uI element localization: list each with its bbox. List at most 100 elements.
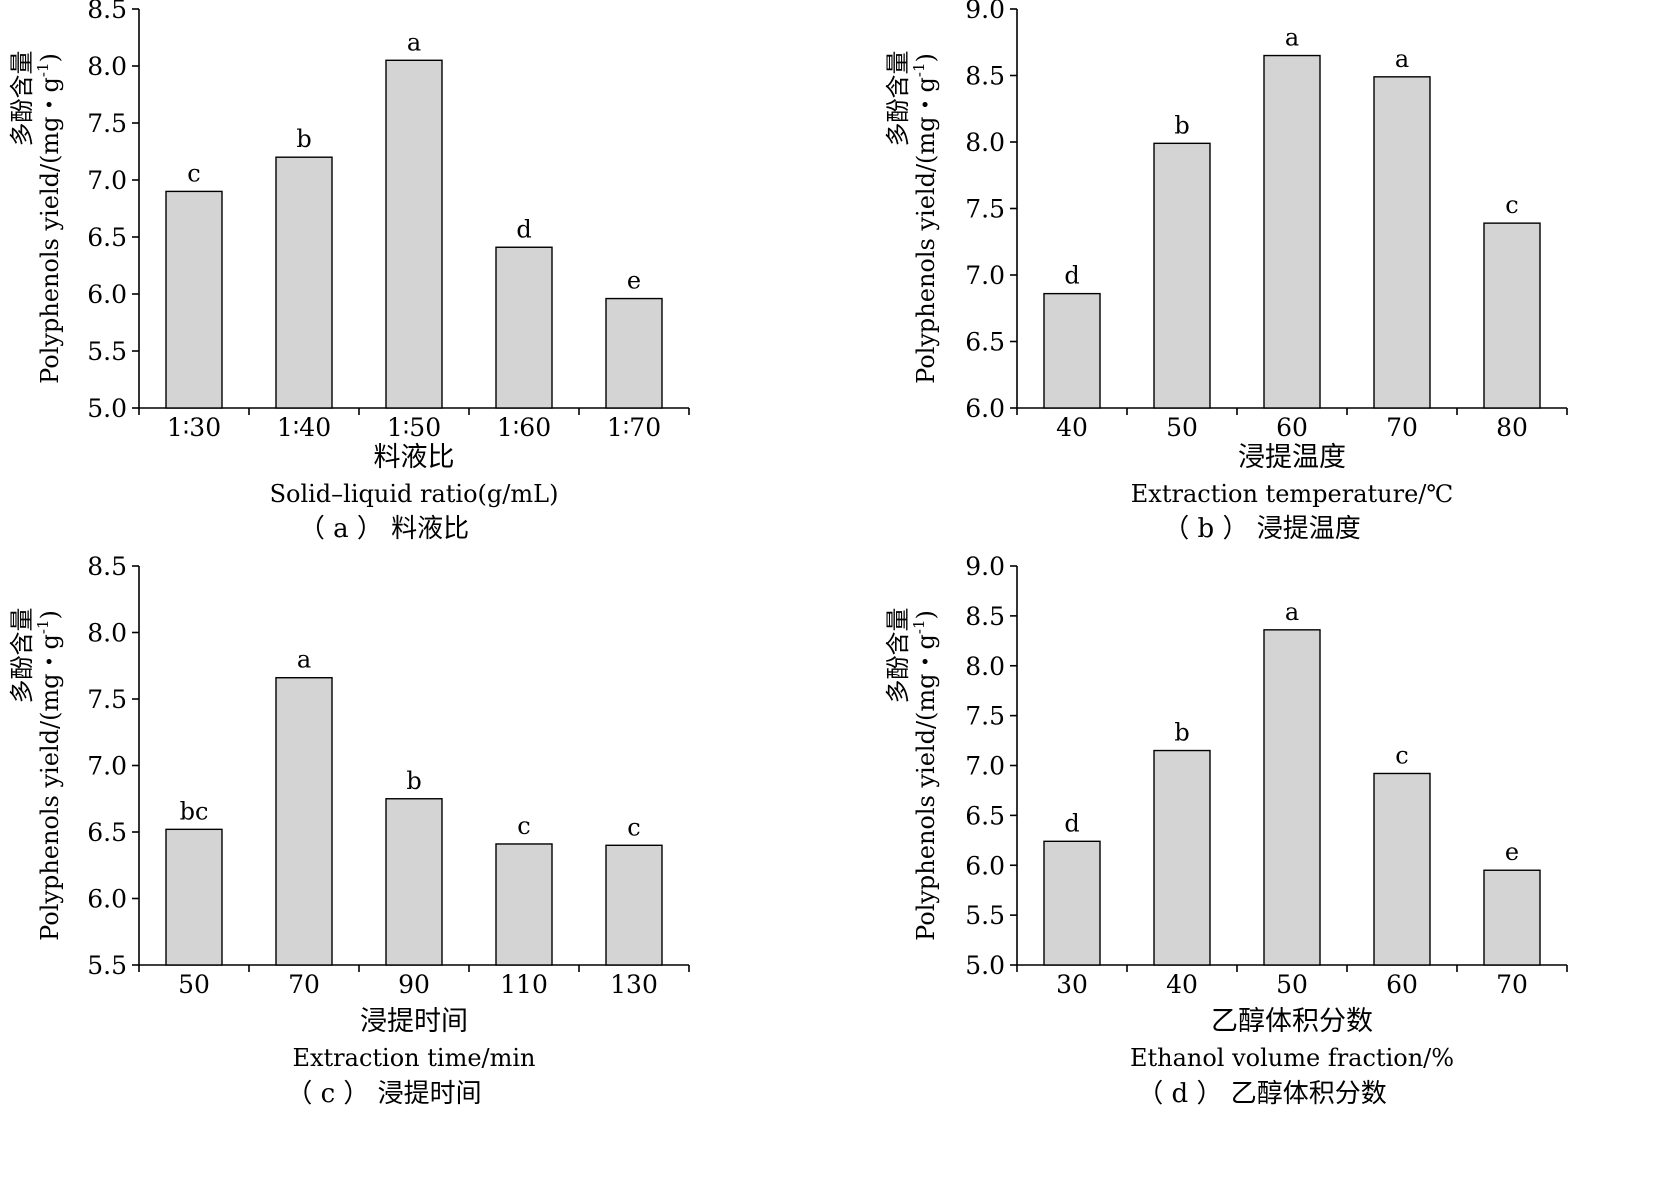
y-tick-label: 5.5 bbox=[965, 901, 1005, 930]
panel-caption: （ c ） 浸提时间 bbox=[286, 1079, 481, 1109]
chart-panel-b: 6.0 6.5 7.0 7.5 8.0 8.5 9.0 d 40 b 50 a 60 a 70 c 80 多酚含量… bbox=[884, 0, 1568, 544]
chart-panel-a: 5.0 5.5 6.0 6.5 7.0 7.5 8.0 8.5 c 1∶30 b 1∶40 a 1∶50 d… bbox=[8, 0, 690, 544]
x-category-label: 110 bbox=[500, 970, 548, 999]
y-tick-label: 7.5 bbox=[965, 702, 1005, 731]
y-axis-label-en-sup: -1 bbox=[34, 62, 52, 77]
bar-70 bbox=[275, 677, 333, 966]
y-tick-label: 7.0 bbox=[87, 166, 127, 195]
y-tick-label: 5.5 bbox=[87, 337, 127, 366]
bar-60 bbox=[1373, 772, 1431, 966]
y-axis-label-en-close: ) bbox=[912, 610, 940, 619]
y-axis-label-cn: 多酚含量 bbox=[8, 608, 36, 704]
bar-40 bbox=[1043, 292, 1101, 409]
y-axis-label-en: Polyphenols yield/(mg・g-1) bbox=[910, 610, 940, 941]
y-tick-label: 6.0 bbox=[87, 885, 127, 914]
y-tick-label: 8.5 bbox=[965, 602, 1005, 631]
y-axis-label-cn: 多酚含量 bbox=[8, 51, 36, 147]
y-tick-label: 7.0 bbox=[965, 752, 1005, 781]
x-category-label: 1∶70 bbox=[607, 413, 661, 442]
significance-label: b bbox=[406, 767, 421, 795]
bar-50 bbox=[1263, 629, 1321, 966]
x-category-label: 50 bbox=[178, 970, 210, 999]
x-category-label: 30 bbox=[1056, 970, 1088, 999]
y-tick-label: 6.0 bbox=[87, 280, 127, 309]
bar-1∶60 bbox=[495, 246, 553, 409]
y-tick-label: 8.0 bbox=[965, 652, 1005, 681]
x-axis-label-en: Ethanol volume fraction/% bbox=[1130, 1044, 1454, 1072]
significance-label: e bbox=[627, 267, 641, 295]
y-axis-label-en-main: Polyphenols yield/(mg・g bbox=[912, 77, 940, 384]
y-tick-label: 7.0 bbox=[87, 752, 127, 781]
y-axis-label-en-close: ) bbox=[36, 53, 64, 62]
bar-1∶40 bbox=[275, 156, 333, 409]
x-category-label: 60 bbox=[1386, 970, 1418, 999]
bar-130 bbox=[605, 844, 663, 966]
significance-label: c bbox=[187, 159, 200, 187]
bar-1∶70 bbox=[605, 297, 663, 409]
panel-caption: （ d ） 乙醇体积分数 bbox=[1137, 1079, 1386, 1109]
y-tick-label: 5.5 bbox=[87, 951, 127, 980]
y-tick-label: 6.5 bbox=[87, 223, 127, 252]
y-tick-label: 6.5 bbox=[965, 328, 1005, 357]
significance-label: c bbox=[1395, 741, 1408, 769]
significance-label: a bbox=[1395, 45, 1409, 73]
y-axis-label-en: Polyphenols yield/(mg・g-1) bbox=[910, 53, 940, 384]
y-tick-label: 8.0 bbox=[87, 619, 127, 648]
bar-40 bbox=[1153, 749, 1211, 966]
y-tick-label: 8.5 bbox=[965, 62, 1005, 91]
significance-label: d bbox=[516, 215, 531, 243]
significance-label: b bbox=[1174, 111, 1189, 139]
x-category-label: 50 bbox=[1276, 970, 1308, 999]
x-axis-label-cn: 料液比 bbox=[374, 442, 455, 473]
panel-caption: （ a ） 料液比 bbox=[299, 514, 469, 544]
chart-panel-c: 5.5 6.0 6.5 7.0 7.5 8.0 8.5 bc 50 a 70 b 90 c 110 c 130 多… bbox=[8, 552, 690, 1109]
bar-110 bbox=[495, 843, 553, 966]
x-axis-label-en: Extraction temperature/℃ bbox=[1131, 480, 1453, 508]
x-category-label: 80 bbox=[1496, 413, 1528, 442]
y-tick-label: 5.0 bbox=[87, 394, 127, 423]
y-tick-label: 7.5 bbox=[87, 685, 127, 714]
significance-label: b bbox=[296, 125, 311, 153]
bar-50 bbox=[1153, 142, 1211, 409]
x-axis-label-en: Extraction time/min bbox=[292, 1044, 535, 1072]
y-axis-label-en-sup: -1 bbox=[910, 619, 928, 634]
significance-label: a bbox=[1285, 24, 1299, 52]
chart-panel-d: 5.0 5.5 6.0 6.5 7.0 7.5 8.0 8.5 9.0 d 30 b 40 a 50 c 60 e… bbox=[884, 552, 1568, 1109]
significance-label: c bbox=[627, 813, 640, 841]
bar-30 bbox=[1043, 840, 1101, 966]
y-tick-label: 8.5 bbox=[87, 552, 127, 581]
y-axis-label-en-sup: -1 bbox=[910, 62, 928, 77]
y-tick-label: 7.5 bbox=[965, 195, 1005, 224]
x-axis-label-cn: 乙醇体积分数 bbox=[1211, 1006, 1373, 1037]
y-axis-label-en-main: Polyphenols yield/(mg・g bbox=[36, 634, 64, 941]
x-category-label: 130 bbox=[610, 970, 658, 999]
x-category-label: 1∶50 bbox=[387, 413, 441, 442]
x-category-label: 40 bbox=[1056, 413, 1088, 442]
y-tick-label: 6.5 bbox=[87, 818, 127, 847]
bar-1∶30 bbox=[165, 190, 223, 409]
significance-label: b bbox=[1174, 719, 1189, 747]
bar-80 bbox=[1483, 222, 1541, 409]
x-category-label: 70 bbox=[288, 970, 320, 999]
x-category-label: 1∶40 bbox=[277, 413, 331, 442]
significance-label: a bbox=[407, 28, 421, 56]
y-tick-label: 6.0 bbox=[965, 394, 1005, 423]
x-axis-label-cn: 浸提温度 bbox=[1238, 442, 1346, 473]
y-axis-label-en-main: Polyphenols yield/(mg・g bbox=[36, 77, 64, 384]
x-category-label: 1∶60 bbox=[497, 413, 551, 442]
bar-70 bbox=[1483, 869, 1541, 966]
significance-label: d bbox=[1064, 809, 1079, 837]
significance-label: a bbox=[297, 646, 311, 674]
panel-caption: （ b ） 浸提温度 bbox=[1163, 514, 1360, 544]
y-axis-label-en-main: Polyphenols yield/(mg・g bbox=[912, 634, 940, 941]
significance-label: e bbox=[1505, 838, 1519, 866]
x-category-label: 50 bbox=[1166, 413, 1198, 442]
y-tick-label: 5.0 bbox=[965, 951, 1005, 980]
y-tick-label: 6.5 bbox=[965, 801, 1005, 830]
significance-label: bc bbox=[180, 797, 209, 825]
x-axis-label-en: Solid–liquid ratio(g/mL) bbox=[270, 480, 559, 508]
y-tick-label: 8.0 bbox=[87, 52, 127, 81]
x-category-label: 90 bbox=[398, 970, 430, 999]
bar-1∶50 bbox=[385, 59, 443, 409]
